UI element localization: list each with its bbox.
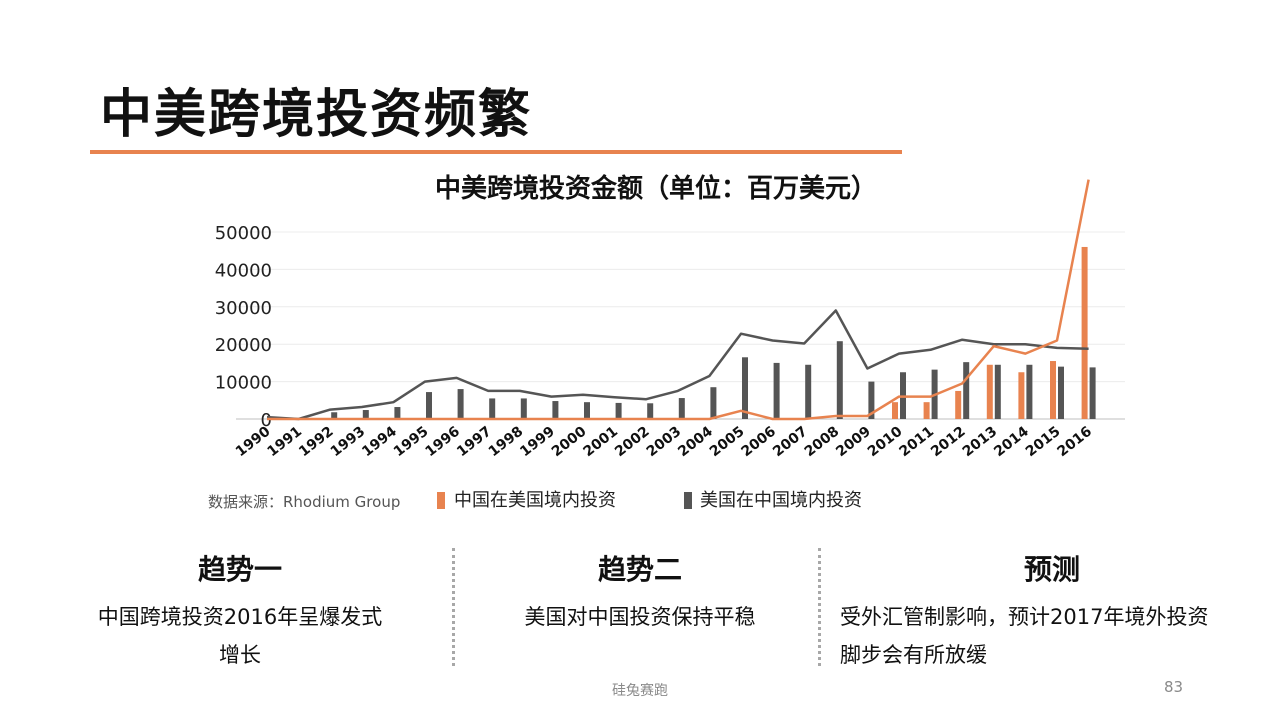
x-tick-label: 1995 [391,424,432,461]
legend-swatch-china-in-us [437,492,445,509]
trend-one-text: 中国跨境投资2016年呈爆发式增长 [97,605,383,667]
bar-us-in-china [678,398,685,419]
trend-two-heading: 趋势二 [597,553,682,586]
bar-us-in-china [331,412,338,419]
x-tick-label: 2004 [675,423,716,460]
trend-divider-1 [452,548,455,666]
x-tick-label: 1992 [296,424,337,461]
bar-us-in-china [584,402,590,419]
bar-us-in-china [362,410,369,419]
x-tick-label: 2001 [581,424,622,461]
x-tick-label: 2012 [928,424,969,461]
x-tick-label: 2016 [1055,424,1096,461]
bar-us-in-china [710,387,717,419]
x-tick-label: 1994 [359,423,400,460]
bar-us-in-china [457,389,464,419]
y-tick-label: 30000 [215,298,272,319]
bar-china-in-us [955,390,962,419]
bar-china-in-us [892,402,898,419]
line-us-in-china [266,309,1089,421]
forecast-text-line-1: 受外汇管制影响，预计2017年境外投资 [840,605,1209,629]
bar-us-in-china [520,398,527,419]
bar-china-in-us [986,364,993,419]
bar-us-in-china [615,402,622,419]
bar-us-in-china [647,403,654,419]
line-china-in-us [267,179,1090,421]
trend-two-text: 美国对中国投资保持平稳 [524,605,756,629]
legend-label-us-in-china: 美国在中国境内投资 [700,490,862,511]
bar-china-in-us [1018,372,1025,419]
y-tick-label: 50000 [215,223,272,244]
forecast-heading: 预测 [1023,553,1080,586]
bar-us-in-china [836,341,843,419]
page-number: 83 [1164,678,1184,696]
x-tick-label: 2015 [1023,424,1064,461]
y-tick-label: 40000 [215,260,272,281]
forecast-text: 受外汇管制影响，预计2017年境外投资 脚步会有所放缓 [832,598,1272,674]
legend-swatch-us-in-china [684,492,692,509]
x-tick-label: 2009 [833,424,874,461]
bar-us-in-china [1058,366,1064,419]
trend-one-heading: 趋势一 [197,553,282,586]
x-tick-label: 2003 [644,424,685,461]
title-underline [90,150,902,154]
forecast-text-line-2: 脚步会有所放缓 [840,643,987,667]
bar-us-in-china [426,392,432,419]
bar-us-in-china [552,401,559,419]
x-tick-label: 2002 [612,424,653,461]
trend-two: 趋势二 美国对中国投资保持平稳 [470,548,810,636]
y-tick-label: 0 [261,410,272,431]
bar-us-in-china [1089,367,1096,419]
bar-us-in-china [742,357,748,419]
x-tick-label: 2007 [770,424,811,461]
bar-us-in-china [963,362,970,419]
x-tick-label: 1993 [328,424,369,461]
legend-label-china-in-us: 中国在美国境内投资 [454,490,616,511]
trend-one: 趋势一 中国跨境投资2016年呈爆发式增长 [90,548,390,674]
bar-us-in-china [868,381,875,419]
y-tick-label: 20000 [215,335,272,356]
bar-china-in-us [1081,246,1088,419]
investment-chart: 中美跨境投资金额（单位：百万美元） 5000040000300002000010… [208,173,1125,511]
x-tick-label: 2011 [897,424,938,461]
x-tick-label: 1997 [454,424,495,461]
data-source: 数据来源：Rhodium Group [208,493,400,511]
x-tick-label: 2013 [960,424,1001,461]
x-tick-label: 2010 [865,423,906,460]
x-tick-label: 2006 [739,424,780,461]
x-tick-label: 1999 [517,424,558,461]
y-tick-label: 10000 [215,373,272,394]
x-tick-label: 2014 [991,423,1032,460]
forecast: 预测 受外汇管制影响，预计2017年境外投资 脚步会有所放缓 [832,548,1272,674]
x-tick-label: 1996 [423,424,464,461]
bar-us-in-china [805,364,812,419]
x-tick-label: 2005 [707,424,748,461]
trend-divider-2 [818,548,821,666]
x-tick-label: 1990 [233,423,274,460]
slide-title: 中美跨境投资频繁 [100,85,533,145]
bar-us-in-china [1026,364,1033,419]
x-tick-label: 2000 [549,423,590,460]
x-tick-label: 1998 [486,424,527,461]
bar-us-in-china [489,398,496,419]
bar-us-in-china [994,364,1001,419]
footer-brand: 硅兔赛跑 [612,683,668,699]
x-tick-label: 2008 [802,424,843,461]
bar-us-in-china [773,362,780,419]
bar-us-in-china [394,407,401,419]
chart-title: 中美跨境投资金额（单位：百万美元） [435,173,877,204]
bar-china-in-us [1050,361,1056,419]
bar-china-in-us [923,402,930,419]
